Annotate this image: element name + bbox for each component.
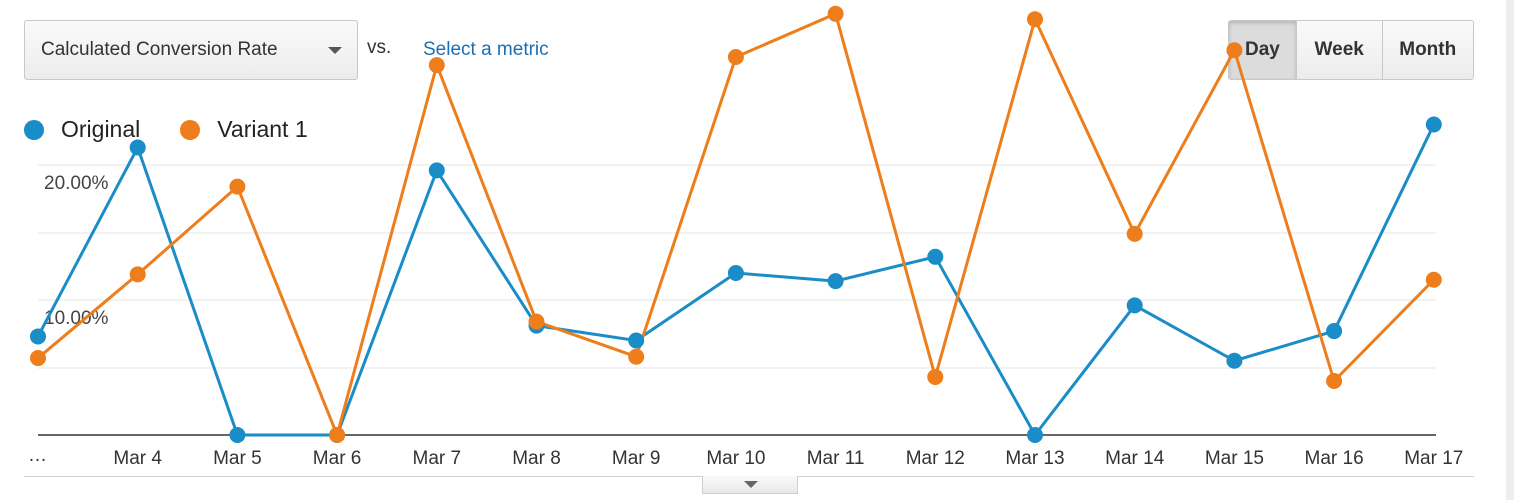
metric-select-label: Calculated Conversion Rate	[41, 39, 278, 60]
metric-select-dropdown[interactable]: Calculated Conversion Rate	[24, 20, 358, 80]
original-point-6	[628, 332, 645, 349]
x-tick-label-2: Mar 5	[213, 448, 262, 469]
x-tick-label-12: Mar 15	[1205, 448, 1264, 469]
legend-item-original[interactable]: Original	[24, 116, 140, 143]
original-point-14	[1425, 116, 1442, 133]
variant-1-point-5	[528, 313, 545, 330]
variant-1-point-14	[1425, 271, 1442, 288]
y-tick-label-20: 20.00%	[44, 173, 109, 194]
variant-1-point-8	[827, 5, 844, 22]
variant-1-point-3	[329, 427, 346, 443]
caret-down-icon	[744, 481, 758, 488]
variant-1-point-2	[229, 178, 246, 195]
x-tick-label-6: Mar 9	[612, 448, 661, 469]
week-button[interactable]: Week	[1296, 21, 1383, 79]
x-axis-truncated-label: …	[28, 445, 47, 466]
expand-chart-tab[interactable]	[702, 476, 798, 494]
x-tick-label-7: Mar 10	[706, 448, 765, 469]
variant-1-point-9	[927, 368, 944, 385]
original-legend-dot	[24, 119, 44, 140]
original-point-13	[1326, 323, 1343, 340]
variant-1-point-12	[1226, 42, 1243, 59]
original-point-0	[30, 328, 46, 345]
original-point-4	[428, 162, 445, 179]
variant-1-series-line	[37, 12, 1435, 437]
variant-1-legend-label: Variant 1	[217, 116, 308, 142]
original-point-2	[229, 427, 246, 443]
x-tick-label-3: Mar 6	[313, 448, 362, 469]
variant-1-point-13	[1326, 373, 1343, 389]
x-tick-label-9: Mar 12	[906, 448, 965, 469]
original-point-8	[827, 273, 844, 290]
legend-item-variant-1[interactable]: Variant 1	[180, 116, 308, 143]
original-legend-label: Original	[61, 116, 141, 142]
scrollbar-track	[1506, 0, 1514, 500]
month-button[interactable]: Month	[1382, 21, 1473, 79]
x-tick-label-1: Mar 4	[113, 448, 162, 469]
x-tick-label-11: Mar 14	[1105, 448, 1165, 469]
variant-1-point-7	[727, 49, 744, 65]
original-point-7	[727, 265, 744, 281]
variant-1-point-10	[1027, 11, 1043, 28]
chart-legend: Original Variant 1	[24, 116, 348, 143]
x-tick-label-13: Mar 16	[1305, 448, 1364, 469]
variant-1-point-0	[30, 350, 46, 367]
period-toggle: Day Week Month	[1228, 20, 1474, 80]
x-tick-label-4: Mar 7	[413, 448, 462, 469]
original-point-1	[129, 139, 146, 156]
chevron-down-icon	[328, 47, 342, 54]
x-tick-label-8: Mar 11	[807, 448, 865, 469]
variant-1-point-4	[428, 57, 445, 74]
x-tick-label-10: Mar 13	[1005, 448, 1064, 469]
select-metric-link[interactable]: Select a metric	[423, 39, 549, 60]
vs-label: vs.	[367, 37, 392, 58]
variant-1-legend-dot	[180, 119, 201, 140]
variant-1-point-6	[628, 348, 645, 365]
original-point-10	[1027, 427, 1043, 443]
original-point-12	[1226, 352, 1243, 369]
original-point-11	[1126, 297, 1143, 314]
x-tick-label-5: Mar 8	[512, 448, 561, 469]
variant-1-point-11	[1126, 225, 1143, 242]
variant-1-point-1	[129, 266, 146, 283]
x-tick-label-14: Mar 17	[1404, 448, 1463, 469]
original-point-9	[927, 248, 944, 265]
